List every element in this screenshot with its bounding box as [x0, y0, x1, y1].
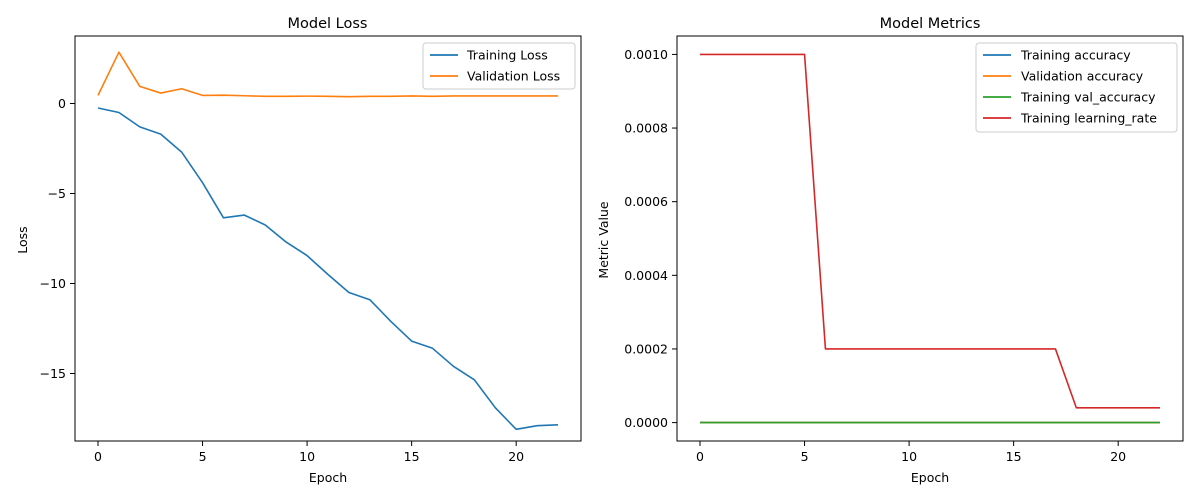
metrics-x-tick-label: 10 [901, 449, 917, 464]
metrics-series-line-3 [700, 53, 1160, 409]
loss-y-tick-label: 0 [58, 96, 66, 111]
loss-legend: Training Loss Validation Loss [422, 42, 576, 90]
metrics-legend-label-validation-accuracy: Validation accuracy [1021, 69, 1144, 84]
loss-plot-frame [74, 35, 582, 442]
loss-y-tick-label: −10 [40, 276, 66, 291]
loss-x-axis-label: Epoch [309, 470, 347, 485]
loss-y-tick-label: −15 [40, 366, 66, 381]
metrics-x-tick-label: 0 [696, 449, 704, 464]
metrics-y-axis-label: Metric Value [596, 201, 611, 278]
metrics-chart-title: Model Metrics [880, 16, 981, 32]
loss-series [97, 51, 559, 431]
loss-y-axis-label: Loss [15, 226, 30, 253]
metrics-legend-label-training-accuracy: Training accuracy [1020, 48, 1131, 63]
metrics-x-axis-label: Epoch [911, 470, 949, 485]
loss-legend-label-training: Training Loss [466, 48, 548, 63]
loss-x-tick-label: 0 [94, 449, 102, 464]
metrics-y-tick-label: 0.0008 [624, 121, 668, 136]
metrics-legend-label-training-learning-rate: Training learning_rate [1020, 111, 1157, 126]
metrics-chart: Model Metrics 0 5 10 15 20 0.0000 0.0002 0.0004… [596, 16, 1184, 485]
metrics-legend-box [975, 42, 1178, 133]
metrics-series [700, 53, 1160, 424]
metrics-plot-frame [676, 35, 1184, 442]
loss-legend-label-validation: Validation Loss [467, 69, 560, 84]
metrics-y-tick-label: 0.0010 [624, 47, 668, 62]
metrics-x-tick-label: 20 [1110, 449, 1126, 464]
loss-plot-area [75, 36, 581, 441]
loss-legend-box [422, 42, 576, 90]
loss-x-tick-label: 20 [508, 449, 524, 464]
metrics-y-tick-label: 0.0006 [624, 194, 668, 209]
metrics-legend: Training accuracy Validation accuracy Tr… [975, 42, 1178, 133]
loss-x-tick-label: 5 [199, 449, 207, 464]
loss-series-line-1 [97, 51, 558, 98]
loss-x-tick-label: 15 [404, 449, 420, 464]
metrics-legend-label-training-val-accuracy: Training val_accuracy [1020, 90, 1156, 105]
metrics-y-tick-label: 0.0004 [624, 268, 668, 283]
loss-series-line-0 [97, 107, 559, 431]
metrics-y-tick-label: 0.0002 [624, 341, 668, 356]
metrics-x-tick-label: 15 [1006, 449, 1022, 464]
loss-x-tick-label: 10 [299, 449, 315, 464]
loss-ticks: 0 5 10 15 20 −15 −10 −5 0 [40, 96, 525, 464]
metrics-x-tick-label: 5 [801, 449, 809, 464]
loss-y-tick-label: −5 [48, 186, 66, 201]
loss-chart-title: Model Loss [288, 16, 368, 32]
metrics-y-tick-label: 0.0000 [624, 415, 668, 430]
loss-chart: Model Loss 0 5 10 15 20−15−10−50 Epoch Loss … [15, 16, 582, 485]
metrics-ticks: 0 5 10 15 20 0.0000 0.0002 0.0004 0.0006 0.0008 0.… [624, 47, 1126, 464]
